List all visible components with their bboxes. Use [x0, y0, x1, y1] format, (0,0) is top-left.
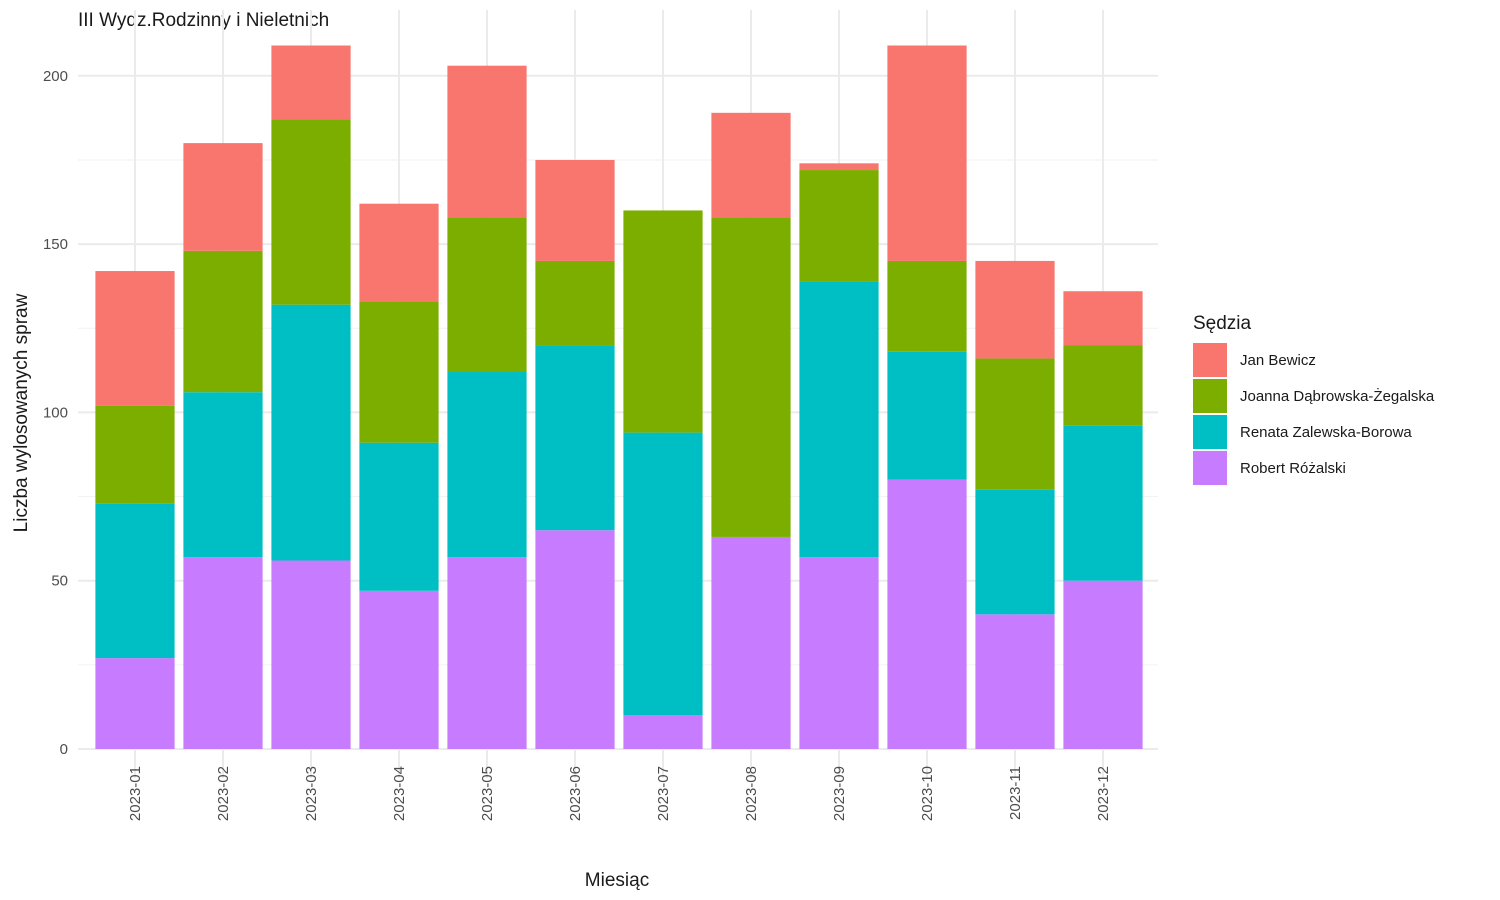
bar-segment — [1063, 291, 1143, 346]
legend-label: Jan Bewicz — [1240, 352, 1316, 369]
bar-segment — [447, 372, 527, 558]
bar-segment — [447, 557, 527, 749]
bar-segment — [535, 530, 615, 749]
x-tick-label: 2023-09 — [831, 766, 848, 821]
bar-segment — [271, 304, 351, 561]
bar-segment — [447, 217, 527, 373]
x-tick-label: 2023-10 — [919, 766, 936, 821]
x-axis-ticks: 2023-01 2023-02 2023-03 2023-04 2023-05 2023-… — [127, 766, 1112, 821]
bar-segment — [359, 590, 439, 749]
bar-segment — [95, 658, 175, 749]
y-tick-label: 200 — [43, 68, 68, 85]
bar-segment — [535, 159, 615, 261]
bar-segment — [975, 260, 1055, 359]
bar-segment — [359, 442, 439, 591]
bar-segment — [359, 301, 439, 443]
x-tick-label: 2023-01 — [127, 766, 144, 821]
bar-segment — [447, 65, 527, 218]
bar-segment — [623, 432, 703, 716]
bar-segment — [799, 557, 879, 749]
bar-segment — [95, 503, 175, 659]
bar-segment — [1063, 425, 1143, 581]
x-tick-label: 2023-12 — [1095, 766, 1112, 821]
bar-segment — [95, 271, 175, 406]
legend-label: Renata Zalewska-Borowa — [1240, 424, 1412, 441]
x-tick-label: 2023-11 — [1007, 766, 1024, 820]
y-tick-label: 100 — [43, 404, 68, 421]
bar-segment — [271, 560, 351, 749]
x-axis-label: Miesiąc — [585, 870, 649, 891]
bar-segment — [271, 119, 351, 305]
bar-segment — [887, 260, 967, 352]
bar-segment — [887, 479, 967, 749]
x-tick-label: 2023-06 — [567, 766, 584, 821]
legend-key — [1193, 343, 1227, 377]
y-axis-label: Liczba wylosowanych spraw — [11, 293, 32, 532]
bar-segment — [711, 217, 791, 537]
bar-segment — [183, 250, 263, 393]
x-tick-label: 2023-04 — [391, 766, 408, 821]
legend-label: Robert Różalski — [1240, 460, 1346, 477]
bar-segment — [623, 210, 703, 433]
bar-segment — [975, 489, 1055, 615]
legend: Sędzia Jan Bewicz Joanna Dąbrowska-Żegals… — [1193, 313, 1435, 485]
bar-segment — [887, 351, 967, 480]
x-tick-label: 2023-05 — [479, 766, 496, 821]
bars-group — [95, 45, 1143, 749]
y-tick-label: 150 — [43, 236, 68, 253]
bar-segment — [887, 45, 967, 261]
bar-segment — [271, 45, 351, 120]
legend-key — [1193, 379, 1227, 413]
chart-title: III Wydz.Rodzinny i Nieletnich — [78, 10, 329, 31]
bar-segment — [975, 614, 1055, 749]
bar-segment — [1063, 580, 1143, 749]
bar-segment — [95, 405, 175, 504]
x-tick-label: 2023-08 — [743, 766, 760, 821]
x-tick-label: 2023-03 — [303, 766, 320, 821]
bar-segment — [799, 170, 879, 282]
legend-key — [1193, 415, 1227, 449]
bar-segment — [535, 345, 615, 531]
bar-segment — [799, 281, 879, 558]
bar-segment — [1063, 345, 1143, 426]
bar-segment — [711, 112, 791, 218]
bar-segment — [183, 392, 263, 558]
bar-segment — [711, 536, 791, 749]
bar-segment — [535, 260, 615, 346]
bar-segment — [623, 715, 703, 749]
x-tick-label: 2023-07 — [655, 766, 672, 821]
y-tick-label: 50 — [51, 573, 68, 590]
bar-segment — [799, 163, 879, 171]
bar-segment — [359, 203, 439, 302]
bar-segment — [183, 143, 263, 251]
bar-segment — [975, 358, 1055, 490]
legend-label: Joanna Dąbrowska-Żegalska — [1240, 387, 1435, 405]
legend-title: Sędzia — [1193, 313, 1252, 334]
y-axis-ticks: 0 50 100 150 200 — [43, 68, 68, 758]
x-tick-label: 2023-02 — [215, 766, 232, 821]
legend-key — [1193, 451, 1227, 485]
bar-segment — [183, 557, 263, 749]
y-tick-label: 0 — [60, 741, 68, 758]
